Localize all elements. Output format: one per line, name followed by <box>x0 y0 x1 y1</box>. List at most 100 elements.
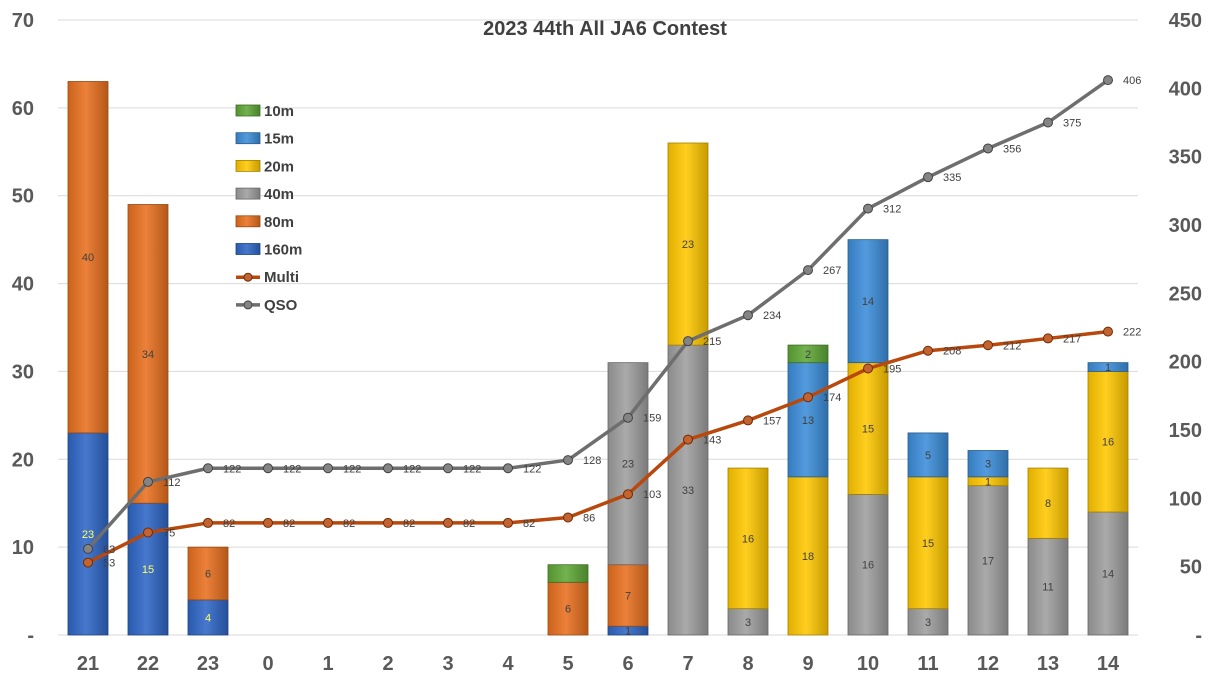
point-label-multi: 103 <box>643 489 661 501</box>
bar-data-label: 8 <box>1045 498 1051 510</box>
chart-title: 2023 44th All JA6 Contest <box>483 18 727 40</box>
bar-segment-10m <box>547 564 589 583</box>
point-label-multi: 82 <box>463 518 475 530</box>
category-label: 22 <box>137 653 159 675</box>
point-label-qso: 312 <box>883 204 901 216</box>
left-tick-label: 30 <box>12 361 34 383</box>
legend-label: 80m <box>264 214 294 231</box>
category-label: 4 <box>502 653 514 675</box>
bar-segment-160m <box>127 502 169 636</box>
category-label: 3 <box>442 653 453 675</box>
point-qso <box>263 463 273 474</box>
right-tick-label: - <box>1195 625 1202 647</box>
category-label: 6 <box>622 653 633 675</box>
bar-segment-40m <box>907 608 949 636</box>
left-tick-label: 60 <box>12 98 34 120</box>
bar-stacks: 2340153446617233323316181321615143155171… <box>67 81 1129 638</box>
bar-data-label: 14 <box>862 296 874 308</box>
category-label: 9 <box>802 653 813 675</box>
bar-segment-20m <box>667 142 709 346</box>
bar-segment-80m <box>187 546 229 601</box>
legend-swatch <box>235 132 261 145</box>
legend-swatch <box>235 187 261 200</box>
bar-segment-15m <box>967 450 1009 478</box>
bar-data-label: 16 <box>742 533 754 545</box>
point-label-qso: 63 <box>103 544 115 556</box>
legend-marker <box>243 272 253 282</box>
point-label-qso: 406 <box>1123 75 1141 87</box>
point-label-qso: 335 <box>943 172 961 184</box>
left-tick-label: 20 <box>12 449 34 471</box>
bar-data-label: 5 <box>925 450 931 462</box>
point-label-qso: 122 <box>343 463 361 475</box>
point-label-multi: 143 <box>703 435 721 447</box>
point-label-qso: 122 <box>523 463 541 475</box>
point-qso <box>683 336 693 347</box>
point-multi <box>1043 333 1053 344</box>
left-tick-label: - <box>27 625 34 647</box>
point-label-qso: 215 <box>703 336 721 348</box>
bar-data-label: 16 <box>1102 437 1114 449</box>
point-qso <box>923 172 933 183</box>
point-multi <box>863 363 873 374</box>
bar-data-label: 15 <box>142 564 154 576</box>
point-qso <box>503 463 513 474</box>
bar-data-label: 33 <box>682 485 694 497</box>
category-label: 2 <box>382 653 393 675</box>
legend-swatch <box>235 243 261 255</box>
point-label-multi: 222 <box>1123 327 1141 339</box>
legend-item-20m: 20m <box>235 158 294 175</box>
legend-swatch <box>235 159 261 172</box>
category-label: 12 <box>977 653 999 675</box>
bar-data-label: 6 <box>565 604 571 616</box>
legend: 10m 15m 20m 40m 80m 160m Multi QSO <box>235 103 302 314</box>
bar-data-label: 1 <box>985 476 991 488</box>
bar-data-label: 6 <box>205 569 211 581</box>
bar-segment-40m <box>667 344 709 636</box>
point-label-qso: 112 <box>163 477 181 489</box>
legend-label: QSO <box>264 297 298 314</box>
series-line-qso <box>86 78 1110 551</box>
bar-data-label: 23 <box>622 459 634 471</box>
point-qso <box>1103 75 1113 86</box>
category-label: 0 <box>262 653 273 675</box>
right-tick-label: 400 <box>1169 78 1202 100</box>
point-qso <box>443 463 453 474</box>
bar-data-label: 4 <box>205 612 211 624</box>
legend-item-10m: 10m <box>235 103 294 120</box>
point-label-multi: 195 <box>883 364 901 376</box>
x-axis: 21 22 23 0 1 2 3 4 5 6 7 8 9 10 11 12 13 14 <box>77 653 1120 675</box>
bar-segment-20m <box>787 476 829 636</box>
point-qso <box>623 412 633 423</box>
point-multi <box>923 345 933 356</box>
bar-data-label: 1 <box>1105 362 1111 374</box>
point-label-qso: 122 <box>403 463 421 475</box>
bar-segment-80m <box>607 564 649 627</box>
bar-segment-40m <box>847 494 889 636</box>
category-label: 7 <box>682 653 693 675</box>
bar-data-label: 23 <box>682 239 694 251</box>
point-label-qso: 375 <box>1063 118 1081 130</box>
category-label: 13 <box>1037 653 1059 675</box>
point-multi <box>203 517 213 528</box>
category-label: 21 <box>77 653 99 675</box>
bar-segment-40m <box>1027 537 1069 636</box>
point-label-multi: 208 <box>943 346 961 358</box>
category-label: 1 <box>322 653 333 675</box>
point-multi <box>143 527 153 538</box>
bar-segment-15m <box>907 432 949 478</box>
point-label-multi: 82 <box>523 518 535 530</box>
point-label-multi: 157 <box>763 415 781 427</box>
right-tick-label: 250 <box>1169 283 1202 305</box>
bar-segment-80m <box>67 81 109 434</box>
bar-segment-20m <box>907 476 949 610</box>
point-label-qso: 159 <box>643 413 661 425</box>
legend-item-80m: 80m <box>235 214 294 231</box>
bar-data-label: 15 <box>862 424 874 436</box>
bar-segment-40m <box>607 362 649 566</box>
point-qso <box>203 463 213 474</box>
legend-item-160m: 160m <box>235 242 302 259</box>
point-qso <box>743 310 753 321</box>
